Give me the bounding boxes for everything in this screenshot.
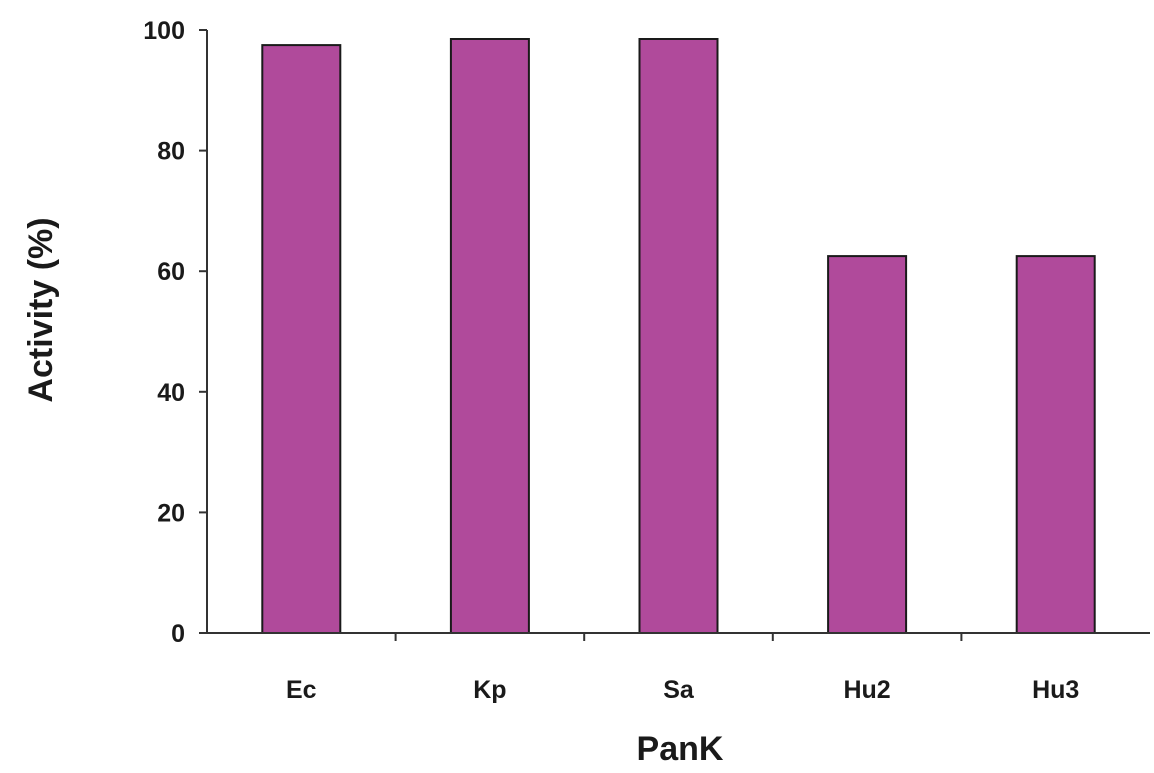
y-tick-label-80: 80 bbox=[157, 138, 185, 166]
labels-layer: PanK Activity (%) Ec Kp Sa Hu2 Hu3 0 20 40 60 80 1… bbox=[22, 17, 1079, 768]
x-tick-label-hu3: Hu3 bbox=[1032, 676, 1079, 704]
bar-sa bbox=[638, 38, 719, 634]
bar-hu3 bbox=[1015, 255, 1096, 634]
axes-layer bbox=[199, 29, 1150, 641]
y-tick-label-0: 0 bbox=[171, 620, 185, 648]
bar-kp bbox=[449, 38, 530, 634]
y-axis-title: Activity (%) bbox=[22, 217, 60, 402]
bar-hu2 bbox=[827, 255, 908, 634]
bars-layer bbox=[261, 38, 1096, 635]
x-axis-title: PanK bbox=[637, 730, 724, 768]
y-tick-label-40: 40 bbox=[157, 379, 185, 407]
y-tick-label-60: 60 bbox=[157, 258, 185, 286]
y-tick-label-20: 20 bbox=[157, 499, 185, 527]
x-tick-label-kp: Kp bbox=[473, 676, 506, 704]
y-tick-label-100: 100 bbox=[143, 17, 185, 45]
x-tick-label-sa: Sa bbox=[663, 676, 695, 704]
bar-ec bbox=[261, 44, 342, 635]
x-tick-label-hu2: Hu2 bbox=[843, 676, 890, 704]
x-tick-label-ec: Ec bbox=[286, 676, 317, 704]
